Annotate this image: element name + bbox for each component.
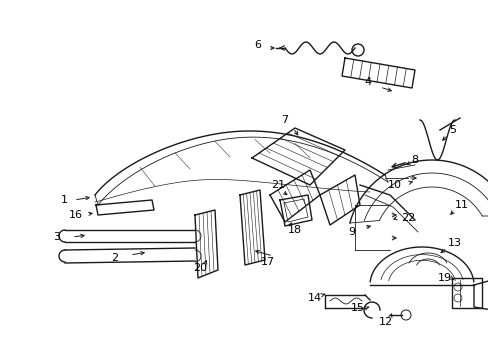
Text: 1: 1 [61,195,67,205]
Text: 12: 12 [378,317,392,327]
Text: 2: 2 [111,253,118,263]
Text: 4: 4 [364,77,371,87]
Text: 15: 15 [350,303,364,313]
Text: 16: 16 [69,210,83,220]
Text: 14: 14 [307,293,322,303]
Text: 7: 7 [281,115,288,125]
Text: 11: 11 [454,200,468,210]
Text: 6: 6 [254,40,261,50]
Text: 20: 20 [193,263,206,273]
Text: 19: 19 [437,273,451,283]
Text: 8: 8 [410,155,418,165]
Text: 17: 17 [261,257,274,267]
Text: 18: 18 [287,225,302,235]
Text: 13: 13 [447,238,461,248]
Text: 9: 9 [348,227,355,237]
Text: 22: 22 [400,213,414,223]
Text: 3: 3 [53,232,61,242]
Text: 5: 5 [448,125,456,135]
Text: 10: 10 [387,180,401,190]
Text: 21: 21 [270,180,285,190]
